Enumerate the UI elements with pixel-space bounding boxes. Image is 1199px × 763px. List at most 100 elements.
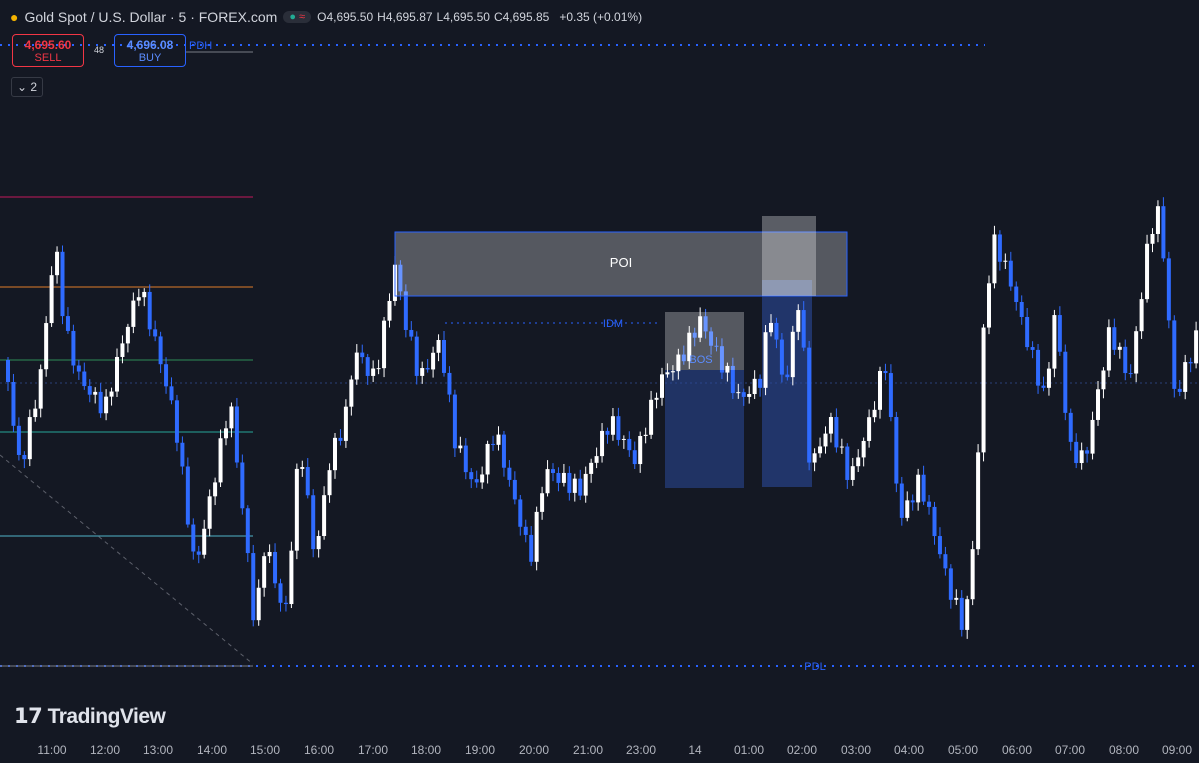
candle-body [1019,301,1024,317]
sell-label: SELL [34,52,62,64]
spread: 48 [94,45,105,55]
candle-body [245,508,250,554]
candle-body [98,391,103,414]
candle-body [719,346,724,373]
candle-body [818,446,823,454]
time-label: 23:00 [625,743,657,757]
candle-body [185,466,190,525]
candle-body [191,524,196,552]
candle-body [327,470,332,496]
candle-body [921,474,926,502]
candle-body [616,416,621,440]
candle-body [1145,243,1150,300]
candle-body [834,417,839,448]
candle-body [371,368,376,376]
candle-body [970,549,975,600]
candle-body [828,417,833,434]
candle-body [927,501,932,507]
candle-body [937,536,942,555]
time-label: 13:00 [142,743,174,757]
ohlc-key: C [493,10,503,24]
ohlc-key: O [317,10,327,24]
candle-body [1096,389,1100,420]
toggle-count: 2 [30,80,38,94]
candle-body [1036,349,1041,386]
candle-body [403,291,408,330]
candle-body [305,467,310,496]
time-label: 06:00 [1001,743,1033,757]
time-label: 15:00 [249,743,281,757]
candle-body [725,365,730,373]
bos-label: BOS [689,354,712,366]
candle-body [158,336,163,365]
candle-body [796,310,801,332]
candle-body [741,392,746,397]
ohlc-key: H [377,10,386,24]
time-label: 19:00 [464,743,496,757]
candle-body [981,327,986,453]
candle-body [136,297,141,301]
candle-body [610,416,615,435]
candle-body [660,374,664,398]
candle-body [845,446,850,480]
time-label: 05:00 [947,743,979,757]
candle-body [1074,441,1079,464]
candle-body [545,469,550,494]
candle-body [910,500,915,503]
candle-body [692,332,697,338]
candle-body [878,371,882,410]
candle-body [812,453,817,463]
sell-button[interactable]: 4,695.60 SELL [12,34,84,67]
candle-body [463,445,468,473]
candle-body [387,300,392,321]
candle-body [251,553,256,621]
candle-body [1079,450,1084,464]
candle-body [976,452,981,550]
candle-body [992,234,997,284]
candle-body [540,493,545,512]
candle-body [839,446,844,448]
candle-body [959,597,964,630]
candle-body [115,356,119,392]
candle-body [736,392,741,394]
buy-button[interactable]: 4,696.08 BUY [114,34,186,67]
sell-price: 4,695.60 [24,38,72,52]
candle-body [888,373,893,418]
candle-body [82,371,87,387]
candle-body [349,379,354,407]
candle-body [431,352,436,370]
candle-body [654,397,659,400]
candle-body [207,496,212,529]
candle-body [872,409,877,418]
candle-body [164,364,169,387]
candle-body [420,368,425,376]
candle-body [1166,258,1171,321]
candle-body [916,474,921,503]
candle-body [1134,331,1139,374]
legend: ● Gold Spot / U.S. Dollar · 5 · FOREX.co… [10,9,642,25]
time-label: 20:00 [518,743,550,757]
candle-body [6,360,10,382]
buy-label: BUY [138,52,162,64]
time-label: 12:00 [89,743,121,757]
candle-body [774,322,779,340]
buy-price: 4,696.08 [126,38,174,52]
candle-body [273,551,278,584]
time-label: 14:00 [196,743,228,757]
candle-body [1063,351,1068,413]
candle-body [1150,233,1155,244]
indicators-toggle[interactable]: ⌄ 2 [11,77,43,97]
candle-body [594,456,599,463]
candle-body [997,234,1002,262]
zone [762,216,816,296]
time-label: 08:00 [1108,743,1140,757]
candle-body [1194,330,1199,364]
ohlc-value: 4,695.85 [502,10,550,24]
poi-zone [394,231,848,297]
candle-body [376,368,381,370]
candle-body [965,599,970,630]
candle-body [1030,347,1035,350]
candle-body [60,251,65,317]
ohlc-value: 4,695.87 [385,10,433,24]
candle-body [807,347,812,463]
